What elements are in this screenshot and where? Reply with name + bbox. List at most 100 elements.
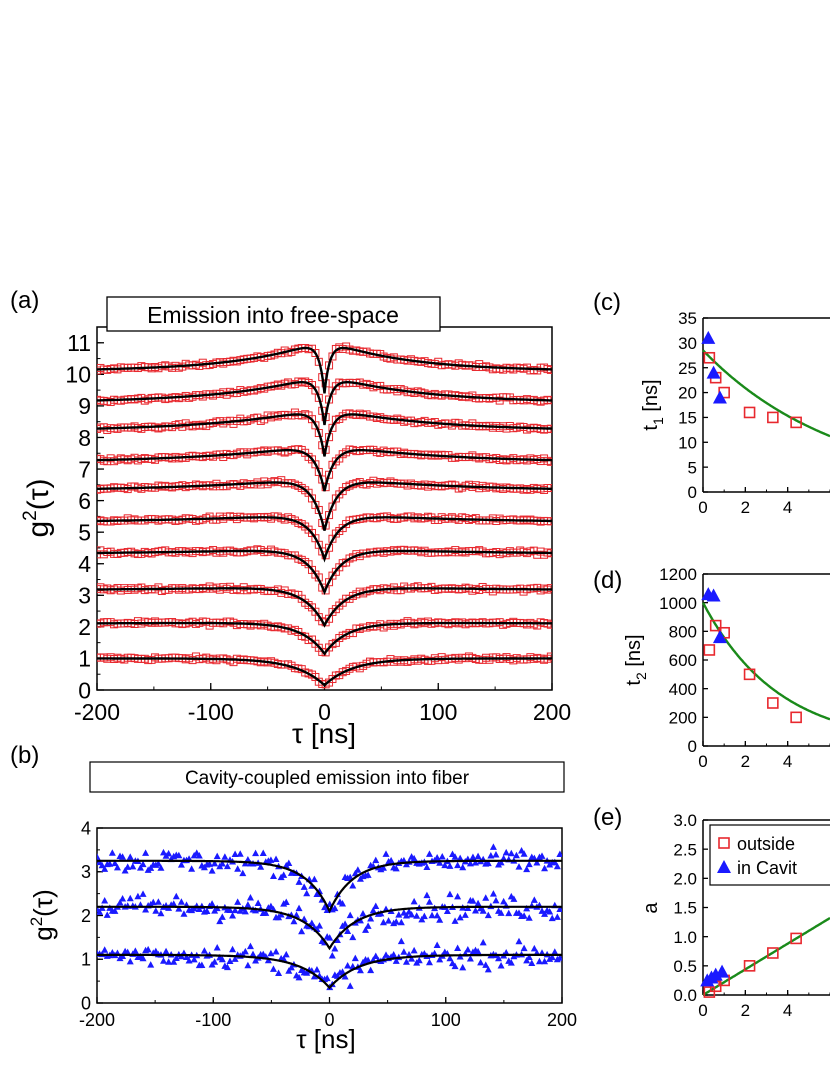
data-point (520, 850, 528, 857)
data-point (454, 861, 462, 869)
data-point (316, 922, 324, 929)
y-tick-label: 1 (81, 950, 91, 970)
y-tick-label: 2 (81, 906, 91, 926)
y-tick-label: 4 (81, 818, 91, 838)
y-axis-label: g2(τ) (20, 478, 55, 537)
data-point (392, 957, 400, 964)
data-point (382, 850, 390, 857)
data-point (177, 898, 185, 905)
data-point (451, 962, 459, 970)
fit-line (97, 621, 552, 656)
y-label-sup: 2 (20, 510, 41, 521)
data-point (533, 858, 541, 866)
y-tick-label: 1000 (659, 594, 697, 613)
y-label-unit: [ns] (623, 634, 645, 672)
x-tick-label: 0 (698, 752, 707, 771)
y-tick-label: 600 (669, 651, 697, 670)
data-point (147, 961, 155, 968)
panel-label-c: (c) (593, 289, 621, 316)
data-point (390, 951, 398, 958)
data-point (364, 871, 372, 878)
x-tick-label: 4 (783, 1001, 792, 1020)
outside-point (743, 960, 756, 972)
data-point (223, 862, 231, 870)
data-point (229, 912, 237, 919)
outside-point (790, 416, 802, 429)
data-point (136, 864, 144, 871)
data-point (328, 951, 336, 959)
in-cavity-point (706, 588, 721, 602)
data-point (410, 897, 418, 905)
data-point (510, 895, 518, 902)
fit-line (97, 449, 552, 492)
data-point (548, 914, 556, 922)
data-point (402, 958, 410, 965)
fit-line (97, 549, 552, 596)
data-point (415, 956, 423, 964)
data-point (523, 904, 531, 912)
data-point (541, 957, 549, 965)
data-point (535, 957, 543, 965)
series-b-0 (97, 937, 562, 991)
data-point (346, 911, 354, 919)
data-point (311, 421, 320, 430)
y-axis-label: t1 [ns] (640, 379, 666, 430)
y-tick-label: 4 (78, 551, 91, 577)
data-point (505, 909, 513, 917)
x-tick-label: 2 (741, 1001, 750, 1020)
data-point (162, 947, 170, 955)
data-point (198, 961, 206, 969)
data-point (126, 894, 134, 902)
y-tick-label: 30 (678, 334, 697, 353)
data-point (295, 904, 303, 912)
data-point (262, 909, 270, 916)
data-point (530, 944, 538, 952)
data-point (183, 953, 191, 961)
data-point (159, 957, 167, 964)
x-tick-label: 200 (533, 699, 571, 725)
x-tick-label: -200 (74, 699, 120, 725)
data-point (206, 860, 214, 867)
data-point (234, 898, 242, 905)
data-point (372, 952, 380, 959)
panel-label-a: (a) (10, 287, 39, 314)
data-point (418, 915, 426, 923)
y-tick-label: 1.0 (673, 928, 697, 947)
data-point (218, 913, 226, 920)
data-point (385, 917, 393, 924)
y-tick-label: 3 (81, 862, 91, 882)
outside-point (743, 406, 756, 419)
data-point (244, 961, 252, 969)
plot-area-a (97, 342, 552, 689)
data-point (446, 890, 454, 898)
data-point (520, 912, 528, 919)
data-point (310, 972, 318, 980)
data-point (546, 457, 552, 466)
y-tick-label: 10 (65, 362, 91, 388)
data-point (420, 912, 428, 920)
data-point (349, 933, 357, 941)
panel-c: 0 2 4 0 5 10 15 20 25 30 35 t1 [ns] (640, 309, 830, 517)
y-tick-label: 1 (78, 646, 91, 672)
data-point (546, 584, 552, 593)
data-point (175, 851, 183, 859)
x-axis-label: τ [ns] (292, 718, 356, 749)
plot-frame (96, 326, 553, 691)
data-point (185, 957, 193, 964)
data-point (190, 955, 198, 963)
y-tick-label: 1200 (659, 565, 697, 584)
data-point (551, 948, 559, 955)
data-point (349, 881, 357, 889)
series-a-9 (97, 342, 552, 394)
data-point (239, 869, 247, 877)
data-point (298, 927, 306, 935)
outside-point (790, 711, 802, 724)
data-point (331, 904, 339, 912)
data-point (252, 849, 260, 857)
y-tick-label: 0 (688, 483, 697, 502)
data-point (525, 914, 533, 921)
data-point (472, 906, 480, 914)
data-point (147, 864, 155, 871)
data-point (372, 902, 380, 910)
data-point (367, 966, 375, 974)
